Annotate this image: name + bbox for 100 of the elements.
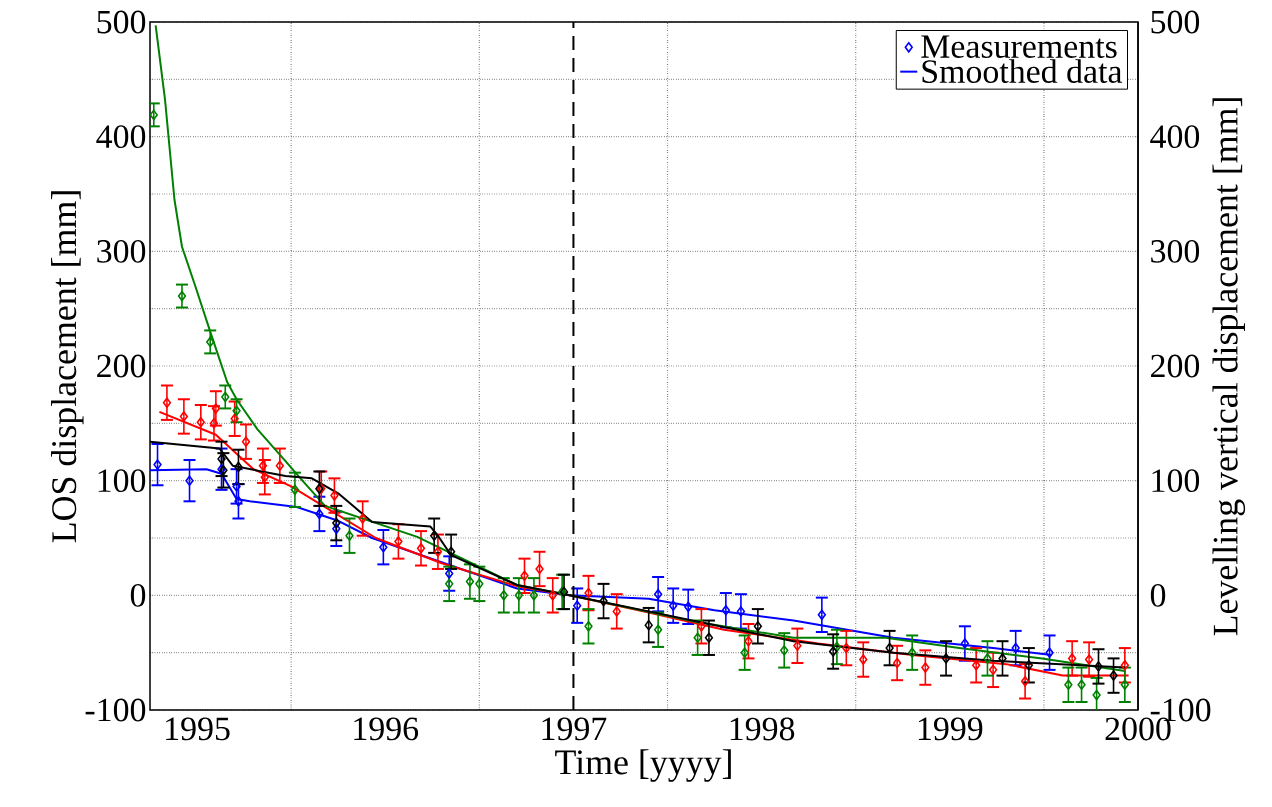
point	[290, 484, 300, 496]
point	[1024, 659, 1034, 671]
point	[446, 546, 456, 558]
y-tick-label: 200	[97, 354, 146, 378]
point	[744, 635, 753, 647]
point	[332, 517, 341, 529]
y2-tick-label: 100	[1152, 469, 1200, 493]
point	[535, 563, 544, 575]
point	[1094, 661, 1103, 672]
point	[1084, 654, 1094, 665]
point	[988, 664, 998, 676]
y2-tick-label: 300	[1151, 239, 1200, 263]
point	[960, 638, 970, 649]
point	[892, 657, 902, 669]
point	[1120, 679, 1130, 691]
point	[653, 588, 663, 600]
point	[704, 632, 714, 644]
point	[584, 587, 593, 599]
point	[921, 662, 930, 673]
x-tick-label: 1996	[354, 717, 419, 741]
y2-tick-label: 400	[1150, 125, 1200, 149]
point	[612, 606, 621, 617]
point	[998, 653, 1007, 664]
point	[394, 536, 403, 547]
point	[721, 604, 731, 616]
point	[514, 590, 524, 601]
point	[1011, 642, 1020, 654]
point	[315, 508, 324, 520]
point	[529, 590, 539, 601]
point	[684, 601, 693, 613]
point	[149, 109, 158, 121]
point	[1120, 659, 1130, 671]
point	[1045, 647, 1054, 658]
point	[971, 659, 981, 671]
point	[548, 590, 557, 601]
point	[1077, 679, 1086, 691]
x-axis-title: Time [yyyy]	[555, 749, 731, 782]
point	[599, 595, 608, 607]
point	[653, 624, 663, 636]
y-tick-label: -100	[85, 698, 146, 722]
point	[433, 546, 443, 558]
point	[499, 590, 508, 601]
point	[179, 411, 189, 422]
y2-tick-label: 200	[1151, 354, 1200, 378]
point	[1064, 679, 1073, 691]
point	[584, 620, 593, 632]
point	[330, 490, 339, 501]
point	[832, 641, 842, 653]
y2-tick-label: 500	[1151, 10, 1200, 34]
point	[379, 541, 388, 553]
point	[736, 606, 746, 617]
point	[859, 654, 868, 665]
y-axis-title: LOS displacement [mm]	[51, 191, 84, 543]
point	[275, 460, 285, 472]
legend-label: Smoothed data	[922, 59, 1123, 83]
x-tick-label: 1995	[166, 717, 230, 741]
point	[780, 645, 789, 656]
point	[908, 647, 917, 658]
point	[983, 653, 992, 664]
point	[693, 632, 702, 644]
point	[740, 647, 749, 658]
point	[230, 413, 239, 425]
point	[260, 471, 269, 483]
point	[196, 416, 205, 428]
point	[345, 530, 354, 542]
point	[416, 543, 426, 554]
point	[445, 568, 454, 579]
y2-axis-title: Levelling vertical displacement [mm]	[1212, 98, 1246, 636]
y-tick-label: 400	[96, 125, 146, 149]
point	[644, 619, 653, 631]
point	[430, 530, 439, 542]
point	[828, 646, 838, 657]
legend-label: Measurements	[921, 35, 1117, 58]
point	[445, 578, 454, 590]
point	[234, 496, 243, 507]
y-tick-label: 100	[98, 469, 146, 493]
x-tick-label: 1997	[542, 717, 607, 741]
point	[332, 523, 341, 535]
point	[475, 578, 484, 590]
point	[1020, 676, 1030, 687]
point	[573, 600, 582, 611]
point	[697, 620, 706, 632]
point	[209, 418, 219, 429]
point	[520, 570, 529, 582]
point	[941, 653, 951, 664]
point	[885, 642, 894, 654]
point	[206, 336, 215, 348]
point	[842, 642, 851, 654]
point	[753, 620, 763, 632]
point	[465, 576, 475, 587]
point	[221, 391, 230, 403]
point	[358, 513, 367, 524]
point	[177, 290, 187, 302]
point	[669, 600, 678, 611]
point	[234, 461, 243, 473]
point	[1109, 670, 1118, 681]
y-tick-label: 300	[97, 239, 146, 263]
point	[232, 405, 241, 417]
x-tick-label: 1999	[918, 717, 983, 741]
y-tick-label: 500	[97, 10, 146, 34]
